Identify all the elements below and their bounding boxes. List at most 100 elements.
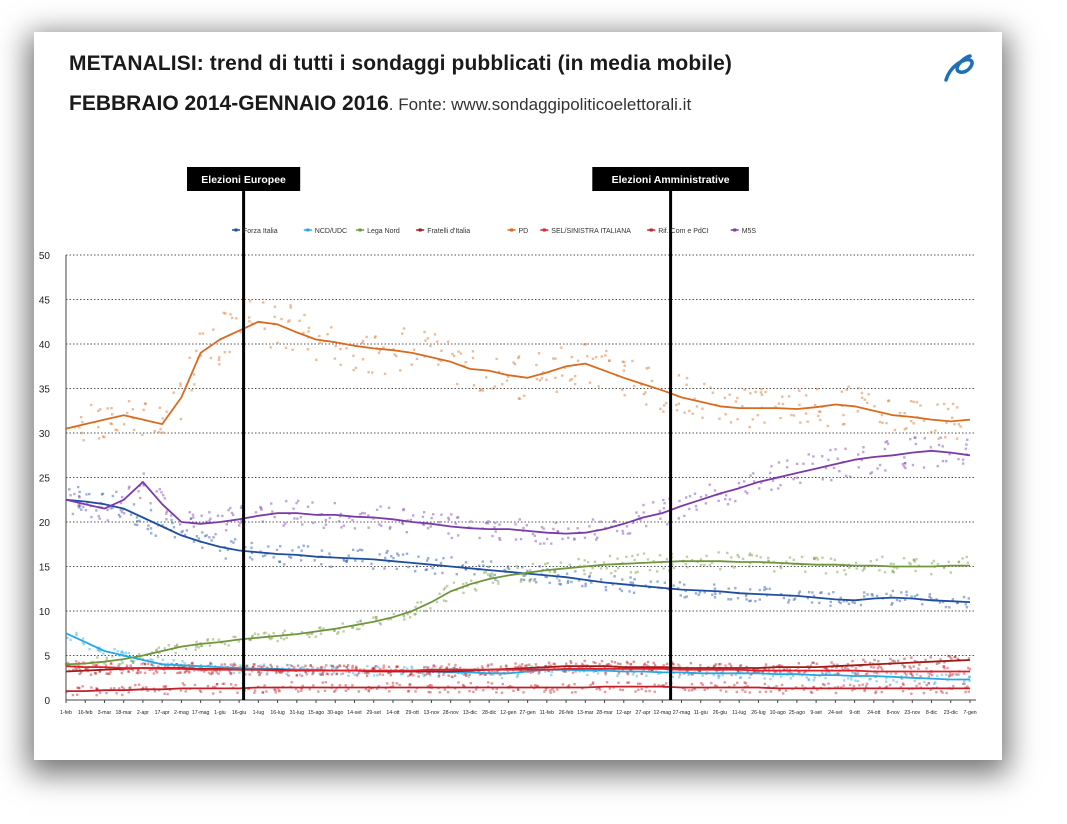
poll-point bbox=[82, 439, 85, 442]
poll-point bbox=[583, 572, 586, 576]
poll-point bbox=[457, 516, 460, 519]
poll-point bbox=[632, 660, 635, 663]
poll-point bbox=[788, 598, 791, 602]
poll-point bbox=[351, 666, 354, 670]
poll-point bbox=[313, 559, 316, 562]
poll-point bbox=[281, 632, 285, 635]
poll-point bbox=[869, 560, 872, 563]
poll-point bbox=[406, 667, 409, 670]
poll-point bbox=[760, 388, 763, 391]
poll-point bbox=[229, 672, 233, 676]
poll-point bbox=[179, 382, 182, 385]
poll-point bbox=[471, 356, 475, 360]
poll-point bbox=[586, 673, 589, 677]
poll-point bbox=[414, 612, 417, 616]
poll-point bbox=[792, 477, 795, 481]
poll-point bbox=[497, 370, 501, 374]
poll-point bbox=[678, 673, 682, 676]
poll-point bbox=[201, 332, 205, 335]
poll-point bbox=[821, 478, 824, 481]
poll-point bbox=[251, 558, 254, 561]
poll-point bbox=[189, 517, 193, 520]
poll-point bbox=[337, 630, 340, 634]
poll-point bbox=[965, 555, 968, 559]
poll-point bbox=[165, 518, 168, 521]
series-line-rif-com-e-pdci bbox=[66, 685, 970, 692]
poll-point bbox=[719, 567, 722, 571]
poll-point bbox=[432, 513, 435, 516]
poll-point bbox=[239, 664, 242, 667]
poll-point bbox=[223, 351, 227, 354]
poll-point bbox=[498, 538, 502, 542]
poll-point bbox=[143, 671, 147, 675]
poll-point bbox=[587, 560, 590, 564]
poll-point bbox=[910, 419, 913, 423]
poll-point bbox=[718, 592, 722, 595]
poll-point bbox=[951, 598, 955, 601]
poll-point bbox=[433, 572, 437, 575]
poll-point bbox=[743, 388, 746, 391]
poll-point bbox=[604, 585, 607, 589]
poll-point bbox=[599, 567, 603, 570]
poll-point bbox=[296, 664, 300, 667]
poll-point bbox=[136, 668, 140, 671]
poll-point bbox=[465, 673, 468, 676]
poll-point bbox=[389, 674, 393, 677]
series-line-forza-italia bbox=[65, 498, 971, 603]
poll-point bbox=[285, 636, 288, 639]
poll-point bbox=[968, 668, 972, 671]
poll-point bbox=[561, 537, 564, 541]
poll-point bbox=[157, 646, 161, 649]
poll-point bbox=[812, 594, 816, 598]
poll-point bbox=[113, 648, 116, 651]
poll-point bbox=[493, 573, 496, 577]
poll-point bbox=[455, 382, 459, 386]
poll-point bbox=[225, 523, 228, 526]
poll-point bbox=[232, 635, 235, 639]
poll-point bbox=[549, 664, 553, 667]
poll-point bbox=[127, 670, 130, 673]
poll-point bbox=[137, 490, 140, 493]
poll-point bbox=[402, 508, 405, 512]
poll-point bbox=[910, 595, 913, 598]
poll-point bbox=[764, 663, 768, 666]
poll-point bbox=[509, 684, 512, 688]
y-tick-label: 20 bbox=[39, 518, 51, 529]
poll-point bbox=[547, 661, 551, 664]
poll-point bbox=[208, 664, 211, 667]
poll-point bbox=[307, 632, 311, 635]
x-tick-label: 1-lug bbox=[253, 710, 265, 716]
poll-points bbox=[64, 299, 972, 697]
poll-point bbox=[188, 511, 191, 514]
poll-point bbox=[811, 661, 814, 664]
poll-point bbox=[89, 403, 93, 407]
y-tick-label: 0 bbox=[44, 696, 50, 707]
poll-point bbox=[516, 674, 519, 677]
poll-point bbox=[790, 413, 793, 417]
poll-point bbox=[699, 495, 703, 499]
series-points-lega-nord bbox=[66, 551, 970, 670]
poll-point bbox=[514, 538, 518, 541]
chart-source: . Fonte: www.sondaggipoliticoelettorali.… bbox=[388, 95, 692, 114]
poll-point bbox=[240, 519, 243, 522]
poll-point bbox=[567, 536, 570, 540]
poll-point bbox=[287, 674, 290, 677]
poll-point bbox=[659, 517, 662, 520]
poll-point bbox=[168, 688, 172, 692]
poll-point bbox=[481, 667, 485, 670]
poll-point bbox=[839, 596, 842, 600]
poll-point bbox=[922, 691, 926, 695]
poll-point bbox=[517, 397, 521, 400]
poll-point bbox=[88, 648, 91, 651]
poll-point bbox=[963, 680, 966, 683]
poll-point bbox=[878, 686, 881, 689]
poll-point bbox=[813, 557, 816, 561]
poll-point bbox=[463, 673, 466, 676]
poll-point bbox=[457, 681, 460, 684]
poll-point bbox=[792, 558, 795, 562]
poll-point bbox=[961, 458, 965, 461]
poll-point bbox=[486, 573, 490, 576]
poll-point bbox=[910, 656, 913, 659]
poll-point bbox=[908, 561, 911, 565]
poll-point bbox=[96, 649, 100, 652]
